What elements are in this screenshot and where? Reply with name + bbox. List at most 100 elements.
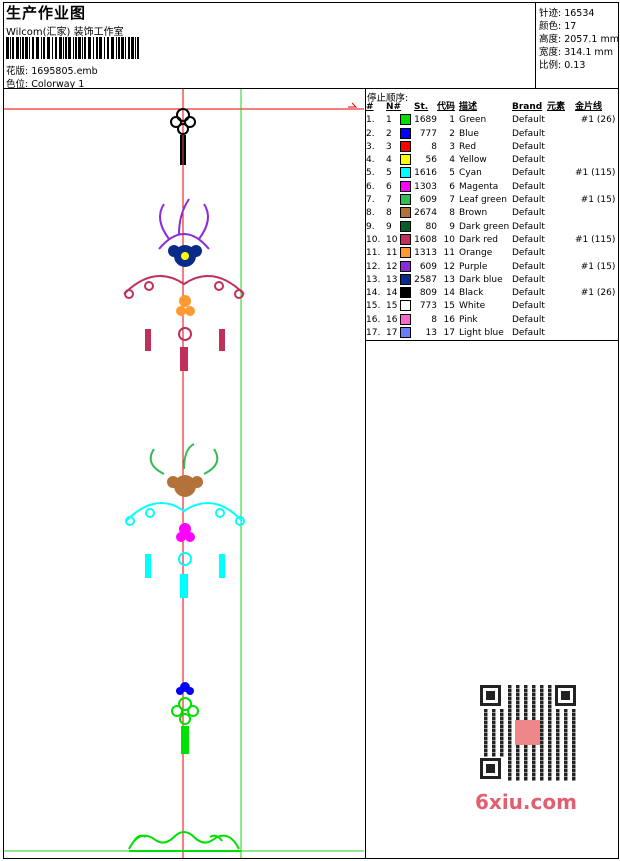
barcode-icon (6, 37, 139, 59)
row-description: Red (459, 141, 477, 152)
row-description: Black (459, 288, 484, 299)
embroidery-preview (4, 89, 364, 858)
row-code: 13 (443, 274, 455, 285)
row-needle: 7 (386, 195, 392, 206)
row-description: Magenta (459, 181, 499, 192)
row-element (547, 114, 575, 127)
row-index: 16. (366, 314, 381, 325)
row-swatch (400, 127, 414, 141)
row-code: 10 (443, 234, 455, 245)
row-swatch (400, 327, 414, 340)
row-brand: Default (512, 248, 545, 259)
stat-width: 宽度: 314.1 mm (539, 47, 613, 58)
row-swatch (400, 260, 414, 274)
row-element (547, 234, 575, 247)
row-stitches: 609 (419, 261, 437, 272)
row-needle: 17 (386, 328, 398, 339)
row-code: 17 (443, 328, 455, 339)
col-header: St. (414, 102, 429, 112)
col-header: Brand (512, 102, 543, 112)
col-header: 元素 (547, 102, 566, 112)
row-swatch (400, 247, 414, 260)
color-swatch (400, 300, 411, 312)
row-needle: 16 (386, 314, 398, 325)
row-code: 2 (449, 128, 455, 139)
col-header: 代码 (437, 102, 456, 112)
color-swatch (400, 167, 411, 179)
row-swatch (400, 300, 414, 313)
row-sequin (575, 314, 615, 327)
row-index: 7. (366, 195, 375, 206)
row-swatch (400, 287, 414, 300)
row-code: 1 (449, 115, 455, 126)
table-row: 9. 9 80 9 Dark green Default (366, 220, 615, 234)
table-row: 13. 13 2587 13 Dark blue Default (366, 273, 615, 287)
row-needle: 5 (386, 168, 392, 179)
table-row: 2. 2 777 2 Blue Default (366, 127, 615, 141)
row-code: 6 (449, 181, 455, 192)
row-swatch (400, 220, 414, 234)
row-code: 7 (449, 195, 455, 206)
stop-table-box (365, 88, 619, 341)
design-file: 花版: 1695805.emb (6, 63, 98, 77)
row-code: 5 (449, 168, 455, 179)
row-swatch (400, 154, 414, 167)
row-description: Dark red (459, 234, 498, 245)
row-code: 14 (443, 288, 455, 299)
row-stitches: 773 (419, 301, 437, 312)
table-row: 11. 11 1313 11 Orange Default (366, 247, 615, 260)
row-needle: 15 (386, 301, 398, 312)
row-stitches: 1689 (414, 115, 437, 126)
row-element (547, 247, 575, 260)
row-stitches: 2674 (414, 208, 437, 219)
row-element (547, 154, 575, 167)
color-swatch (400, 327, 411, 339)
row-brand: Default (512, 195, 545, 206)
table-row: 17. 17 13 17 Light blue Default (366, 327, 615, 340)
table-row: 8. 8 2674 8 Brown Default (366, 207, 615, 220)
row-index: 9. (366, 221, 375, 232)
table-row: 5. 5 1616 5 Cyan Default #1 (115) (366, 167, 615, 180)
color-swatch (400, 233, 411, 245)
row-needle: 13 (386, 274, 398, 285)
colorway-label: 色位: (6, 79, 29, 90)
row-stitches: 8 (431, 314, 437, 325)
row-index: 15. (366, 301, 381, 312)
row-brand: Default (512, 274, 545, 285)
row-description: Leaf green (459, 195, 507, 206)
row-index: 8. (366, 208, 375, 219)
color-swatch (400, 194, 411, 206)
row-brand: Default (512, 128, 545, 139)
row-brand: Default (512, 288, 545, 299)
row-brand: Default (512, 181, 545, 192)
row-element (547, 207, 575, 220)
page-title: 生产作业图 (6, 4, 87, 22)
col-header: 金片线 (575, 102, 603, 112)
stat-colors: 颜色: 17 (539, 21, 577, 32)
company-name: Wilcom(汇家) 装饰工作室 (6, 27, 124, 38)
row-sequin (575, 154, 615, 167)
row-swatch (400, 167, 414, 180)
row-element (547, 274, 575, 287)
row-sequin: #1 (26) (580, 115, 616, 126)
row-brand: Default (512, 115, 545, 126)
row-index: 12. (366, 261, 381, 272)
row-needle: 11 (386, 248, 398, 259)
row-index: 17. (366, 328, 381, 339)
row-sequin: #1 (26) (580, 288, 616, 299)
row-sequin: #1 (115) (575, 168, 616, 179)
row-element (547, 128, 575, 141)
row-stitches: 1608 (414, 234, 437, 245)
color-swatch (400, 140, 411, 152)
row-brand: Default (512, 314, 545, 325)
row-stitches: 2587 (414, 274, 437, 285)
stat-height: 高度: 2057.1 mm (539, 34, 619, 45)
qr-code-icon (470, 680, 585, 810)
row-swatch (400, 207, 414, 220)
color-swatch (400, 287, 411, 299)
color-swatch (400, 313, 411, 325)
row-description: Yellow (459, 155, 487, 166)
flower-ornament-cyan (125, 443, 245, 598)
row-sequin: #1 (15) (580, 195, 616, 206)
row-stitches: 609 (419, 195, 437, 206)
